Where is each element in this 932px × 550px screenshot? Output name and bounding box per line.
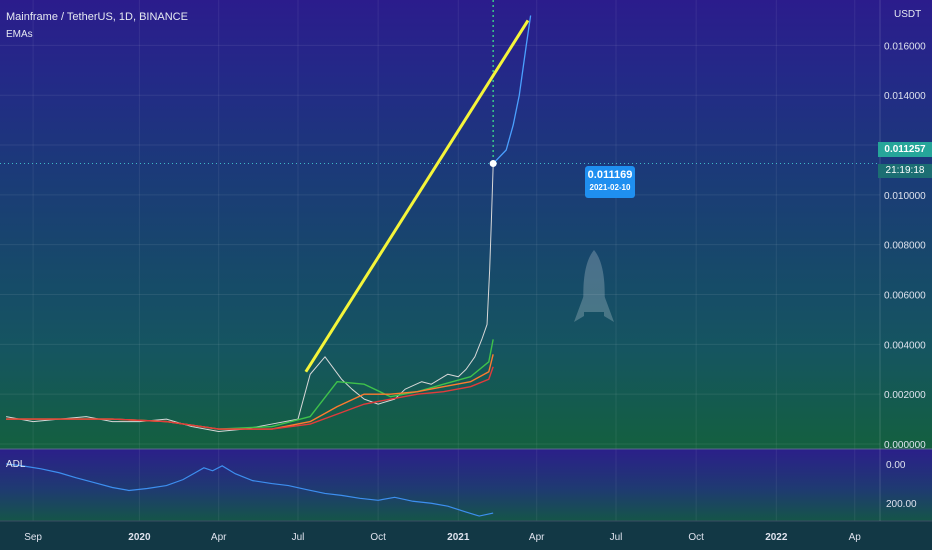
time-axis-background (0, 521, 932, 550)
price-tick-label: 0.004000 (884, 340, 926, 351)
main-pane-background (0, 0, 932, 449)
adl-indicator-label[interactable]: ADL (6, 459, 26, 470)
rocket-icon (574, 250, 614, 322)
axis-labels: 0.000000 0.002000 0.004000 0.006000 0.008000… (24, 41, 926, 543)
time-tick-label: Oct (370, 532, 386, 543)
chart-marks (0, 0, 880, 517)
bar-countdown-tag: 21:19:18 (878, 164, 932, 178)
time-tick-label: Jul (292, 532, 305, 543)
time-tick-label: 2020 (128, 532, 151, 543)
grid-lines (0, 0, 932, 522)
adl-pane-background (0, 449, 932, 521)
ema-green-series (6, 339, 494, 430)
bar-countdown-value: 21:19:18 (885, 165, 925, 176)
time-tick-label: Apr (211, 532, 227, 543)
price-tooltip: 0.011169 2021-02-10 (585, 166, 635, 198)
time-tick-label: Ap (849, 532, 862, 543)
rocket-body (583, 250, 605, 312)
trend-line (304, 19, 530, 373)
price-tick-label: 0.006000 (884, 291, 926, 302)
adl-tick-label: 200.00 (886, 499, 917, 510)
current-price-value: 0.011257 (884, 144, 926, 155)
price-axis-unit: USDT (894, 9, 922, 20)
price-tick-label: 0.010000 (884, 191, 926, 202)
price-tick-label: 0.016000 (884, 41, 926, 52)
time-tick-label: 2021 (447, 532, 470, 543)
current-price-tag: 0.011257 (878, 142, 932, 157)
tooltip-value: 0.011169 (587, 169, 633, 181)
price-tick-label: 0.000000 (884, 440, 926, 451)
adl-tick-label: 0.00 (886, 460, 906, 471)
crosshair-point (489, 160, 497, 168)
time-tick-label: Sep (24, 532, 42, 543)
symbol-title: Mainframe / TetherUS, 1D, BINANCE (6, 11, 188, 23)
projection-series (492, 15, 532, 164)
time-tick-label: Apr (529, 532, 545, 543)
price-tick-label: 0.014000 (884, 91, 926, 102)
ema-indicator-label[interactable]: EMAs (6, 29, 33, 40)
price-tick-label: 0.008000 (884, 241, 926, 252)
price-tick-label: 0.002000 (884, 390, 926, 401)
tooltip-date: 2021-02-10 (589, 183, 631, 192)
adl-series (6, 463, 494, 517)
rocket-fins (574, 295, 614, 322)
time-tick-label: Jul (610, 532, 623, 543)
ema-orange-series (6, 354, 494, 430)
time-tick-label: Oct (688, 532, 704, 543)
ema-red-series (6, 366, 494, 430)
price-series (6, 165, 494, 433)
time-tick-label: 2022 (765, 532, 788, 543)
